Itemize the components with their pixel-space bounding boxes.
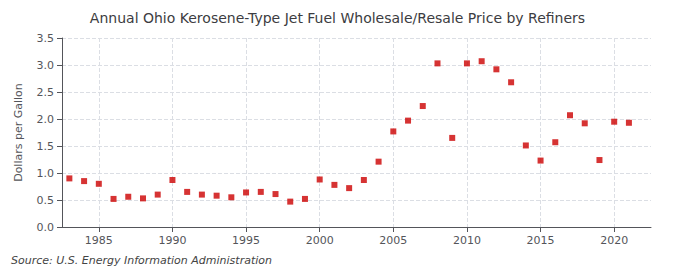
svg-text:2020: 2020: [600, 234, 628, 247]
svg-text:0.0: 0.0: [37, 221, 55, 234]
svg-text:3.0: 3.0: [37, 59, 55, 72]
svg-text:1985: 1985: [85, 234, 113, 247]
svg-text:1995: 1995: [232, 234, 260, 247]
svg-text:2005: 2005: [379, 234, 407, 247]
svg-text:2000: 2000: [306, 234, 334, 247]
svg-text:2.0: 2.0: [37, 113, 55, 126]
svg-text:1.5: 1.5: [37, 140, 55, 153]
svg-text:Source: U.S. Energy Informatio: Source: U.S. Energy Information Administ…: [11, 254, 272, 267]
svg-text:Dollars per Gallon: Dollars per Gallon: [12, 83, 25, 182]
svg-text:0.5: 0.5: [37, 194, 55, 207]
svg-text:Annual Ohio Kerosene-Type Jet: Annual Ohio Kerosene-Type Jet Fuel Whole…: [90, 10, 585, 26]
svg-text:2010: 2010: [453, 234, 481, 247]
svg-text:1.0: 1.0: [37, 167, 55, 180]
svg-text:2.5: 2.5: [37, 86, 55, 99]
svg-text:3.5: 3.5: [37, 32, 55, 45]
svg-text:1990: 1990: [158, 234, 186, 247]
svg-text:2015: 2015: [527, 234, 555, 247]
